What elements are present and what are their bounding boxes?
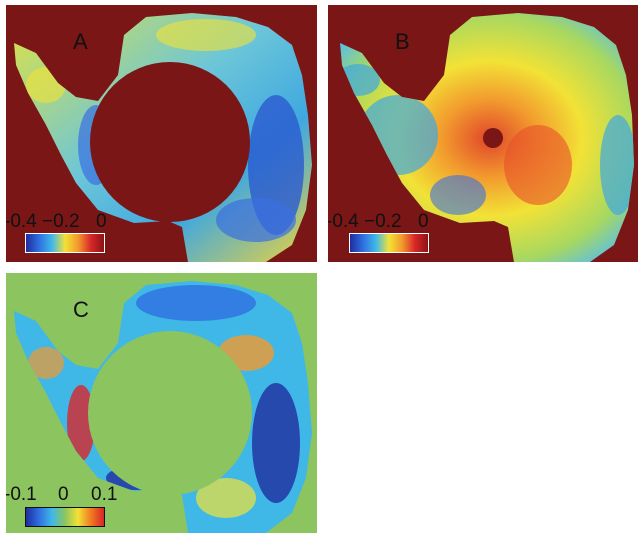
- map-panel-a: A -0.4 −0.2 0: [6, 5, 317, 262]
- panel-label-b: B: [395, 29, 410, 54]
- panel-label-c: C: [73, 297, 89, 322]
- map-panel-c: C -0.1 0 0.1: [6, 273, 317, 533]
- colorbar-a-tick-1: −0.2: [42, 211, 80, 232]
- colorbar-a-tick-0: -0.4: [6, 211, 37, 232]
- colorbar-c-tick-2: 0.1: [91, 484, 118, 505]
- map-c-canvas: [6, 273, 317, 533]
- colorbar-b-tick-1: −0.2: [364, 211, 402, 232]
- colorbar-a-ticks: -0.4 −0.2 0: [6, 211, 126, 233]
- colorbar-c-tick-1: 0: [58, 484, 69, 505]
- colorbar-c: [25, 507, 105, 527]
- colorbar-c-tick-0: -0.1: [6, 484, 37, 505]
- panel-label-a: A: [73, 29, 88, 54]
- colorbar-c-ticks: -0.1 0 0.1: [6, 484, 126, 506]
- map-b-canvas: [328, 5, 638, 262]
- map-b-pole-hole: [483, 128, 503, 148]
- colorbar-b-tick-2: 0: [418, 211, 429, 232]
- colorbar-b: [349, 233, 429, 253]
- map-panel-b: B -0.4 −0.2 0: [328, 5, 638, 262]
- map-c-pole-hole: [88, 331, 252, 495]
- colorbar-b-ticks: -0.4 −0.2 0: [328, 211, 448, 233]
- colorbar-b-tick-0: -0.4: [328, 211, 359, 232]
- colorbar-a-tick-2: 0: [96, 211, 107, 232]
- map-a-pole-hole: [90, 62, 250, 222]
- colorbar-a: [25, 233, 105, 253]
- map-a-canvas: [6, 5, 317, 262]
